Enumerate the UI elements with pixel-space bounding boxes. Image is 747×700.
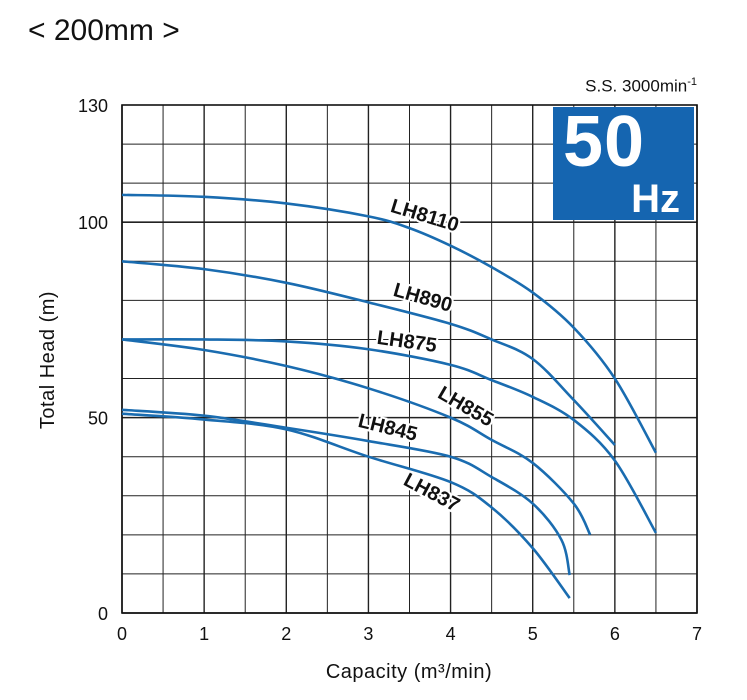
y-tick-label: 0: [98, 604, 108, 624]
y-tick-label: 50: [88, 409, 108, 429]
frequency-badge: 50 Hz: [553, 102, 694, 221]
curve-lh837: [121, 412, 571, 599]
y-tick-label: 100: [78, 213, 108, 233]
curve-lh845: [121, 408, 571, 576]
x-tick-label: 6: [610, 624, 620, 644]
x-tick-label: 2: [281, 624, 291, 644]
speed-superscript: -1: [687, 76, 697, 88]
frequency-unit: Hz: [631, 177, 680, 221]
y-axis-label: Total Head (m): [37, 291, 59, 429]
x-tick-label: 0: [117, 624, 127, 644]
curve-lh890: [121, 260, 616, 446]
curve-lh855: [121, 338, 592, 536]
curve-lh8110: [121, 193, 658, 454]
x-tick-label: 1: [199, 624, 209, 644]
speed-text: S.S. 3000min: [585, 76, 688, 96]
x-axis-label: Capacity (m³/min): [326, 661, 492, 683]
x-tick-label: 3: [363, 624, 373, 644]
x-tick-label: 5: [528, 624, 538, 644]
synchronous-speed: S.S. 3000min-1: [585, 76, 697, 97]
frequency-value: 50: [563, 102, 646, 182]
plot-frame: [121, 104, 698, 614]
x-tick-label: 7: [692, 624, 702, 644]
y-tick-label: 130: [78, 96, 108, 116]
x-tick-label: 4: [446, 624, 456, 644]
curve-lh875: [121, 338, 658, 534]
chart-title: < 200mm >: [28, 14, 180, 47]
